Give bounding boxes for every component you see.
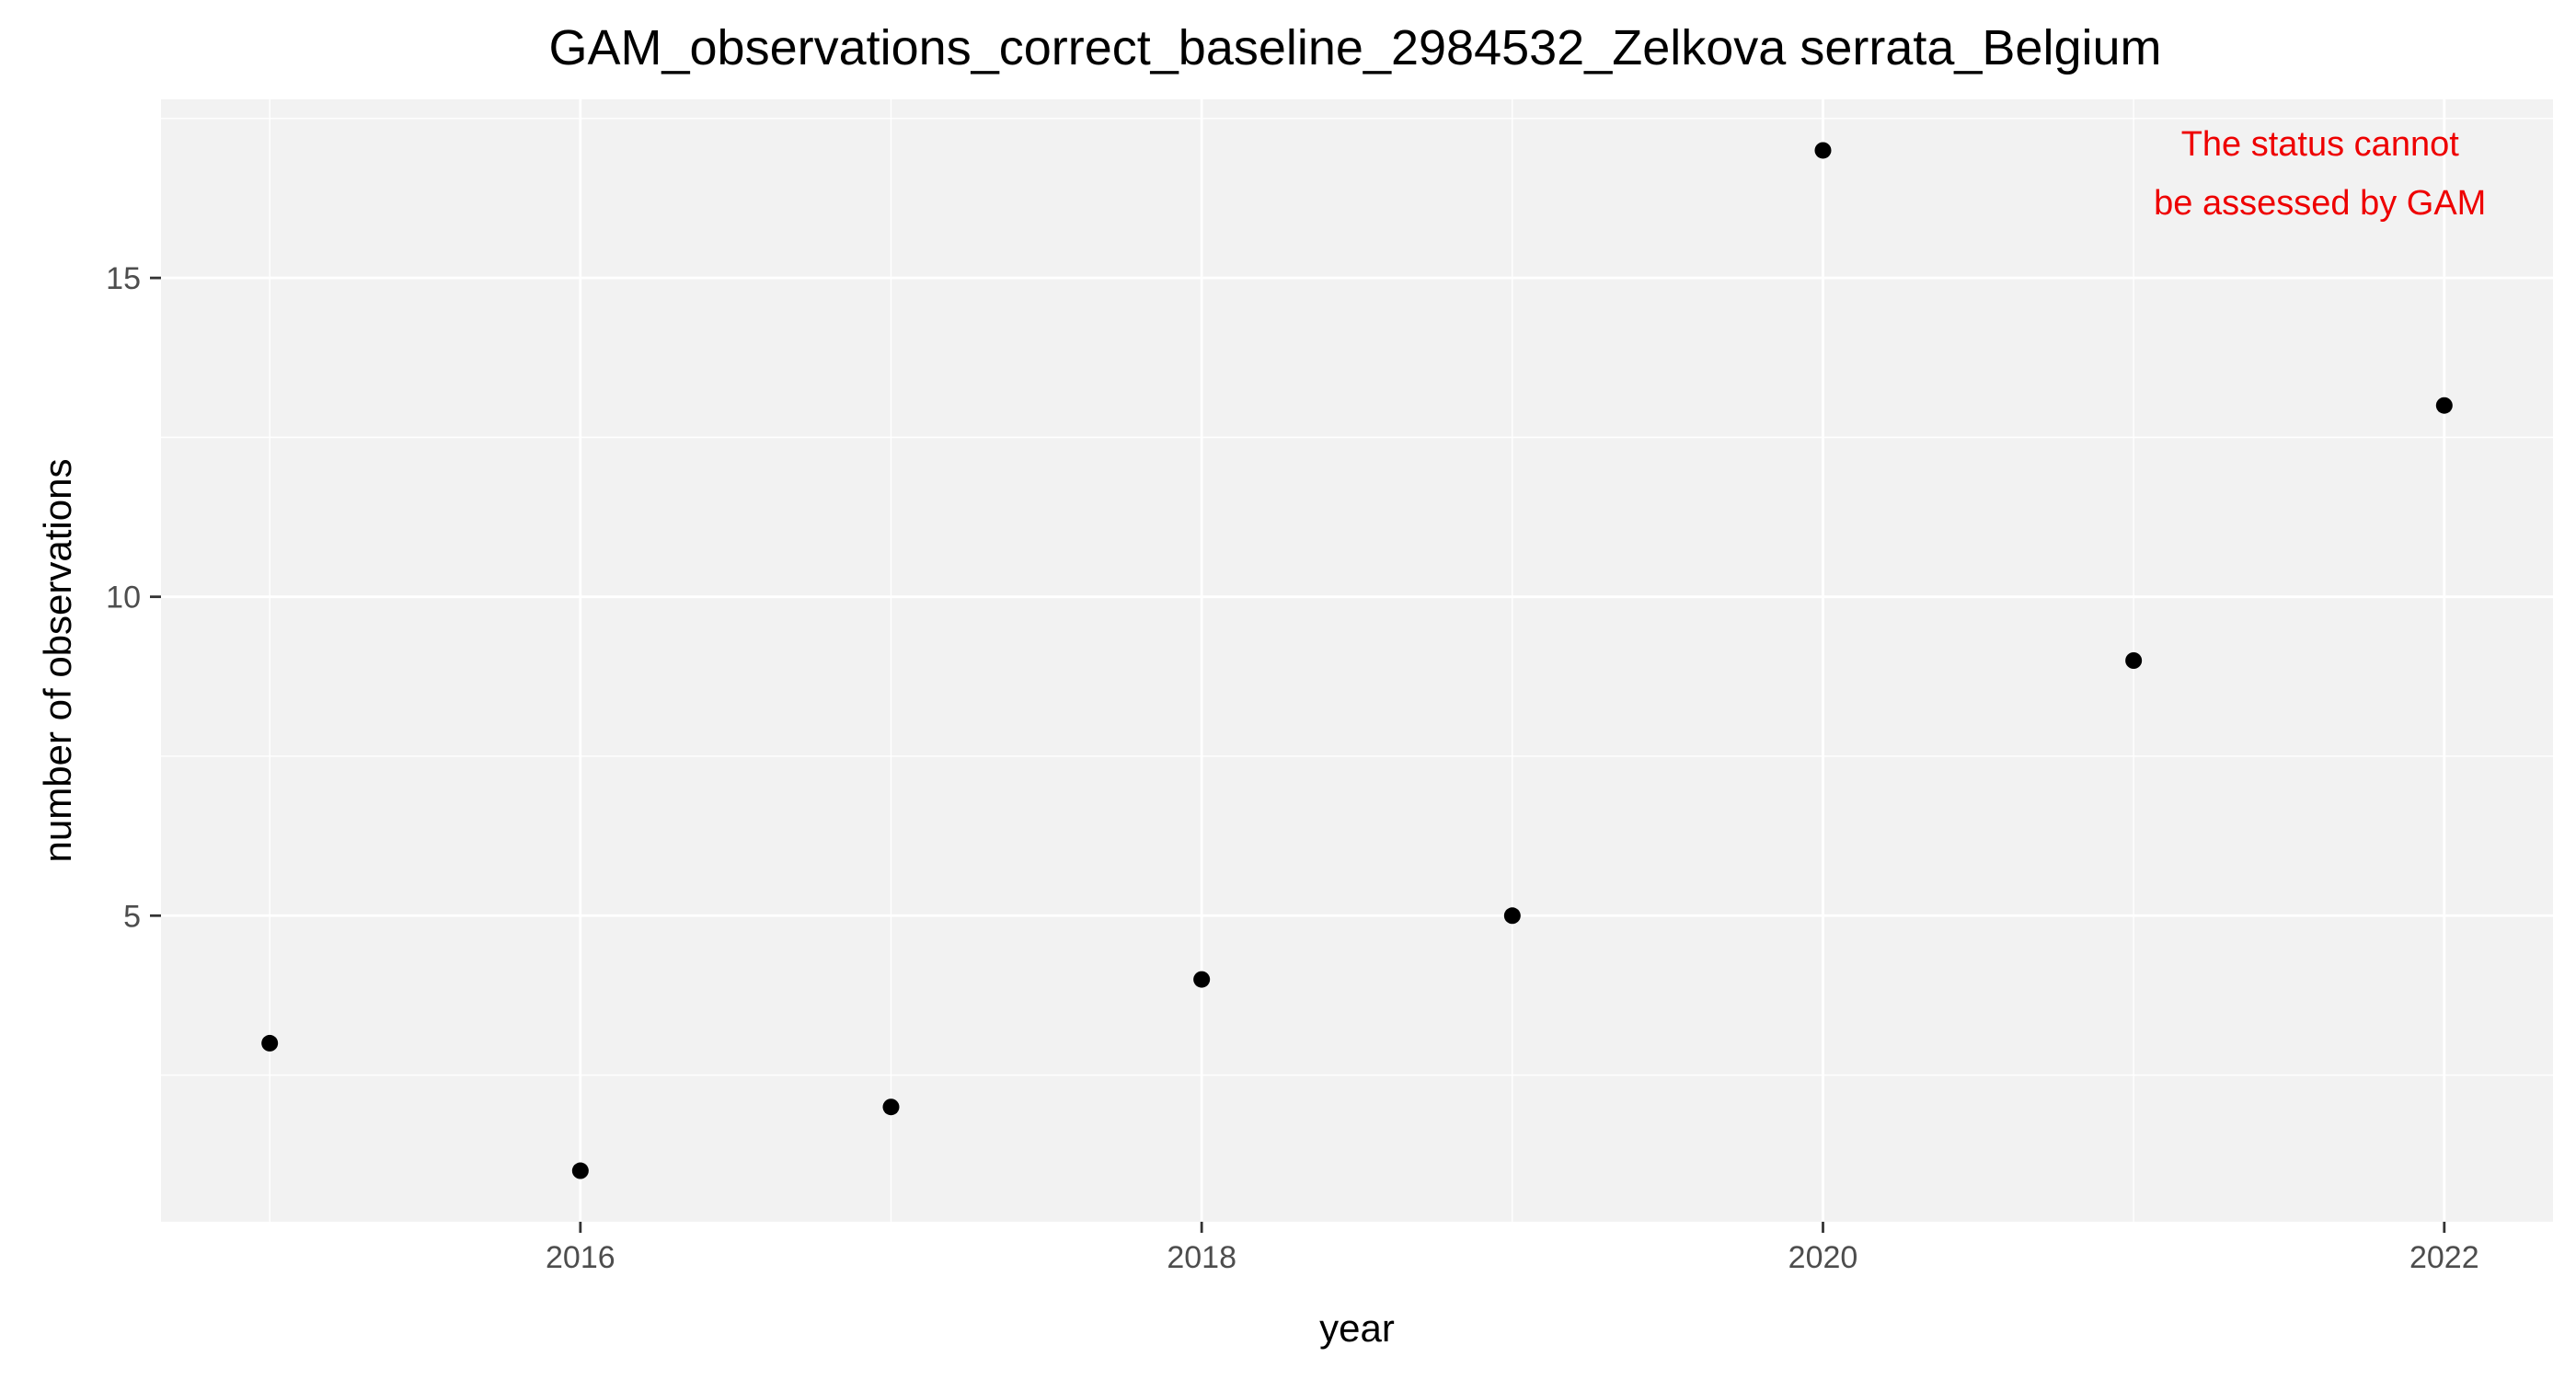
- data-point: [2125, 652, 2143, 669]
- data-point: [261, 1034, 279, 1052]
- data-point: [2435, 397, 2453, 414]
- data-point: [1814, 142, 1832, 159]
- chart-title: GAM_observations_correct_baseline_298453…: [548, 20, 2161, 75]
- data-point: [571, 1162, 589, 1179]
- axes: 2016 2018 2020 2022 5 10 15: [106, 261, 2478, 1275]
- data-points: [261, 142, 2453, 1179]
- y-tick-label: 5: [123, 899, 141, 934]
- x-tick-label: 2018: [1167, 1240, 1236, 1275]
- grid-lines: [161, 99, 2553, 1222]
- annotation-line-1: The status cannot: [2181, 125, 2460, 164]
- plot-panel: [161, 99, 2553, 1222]
- y-tick-label: 15: [106, 261, 141, 296]
- data-point: [1193, 971, 1211, 988]
- data-point: [882, 1098, 900, 1116]
- x-axis-title: year: [1319, 1306, 1395, 1350]
- y-tick-label: 10: [106, 581, 141, 615]
- data-point: [1503, 907, 1521, 925]
- x-tick-label: 2022: [2409, 1240, 2479, 1275]
- x-tick-label: 2020: [1788, 1240, 1858, 1275]
- y-axis-title: number of observations: [36, 459, 79, 863]
- x-tick-label: 2016: [546, 1240, 615, 1275]
- annotation-line-2: be assessed by GAM: [2154, 184, 2486, 223]
